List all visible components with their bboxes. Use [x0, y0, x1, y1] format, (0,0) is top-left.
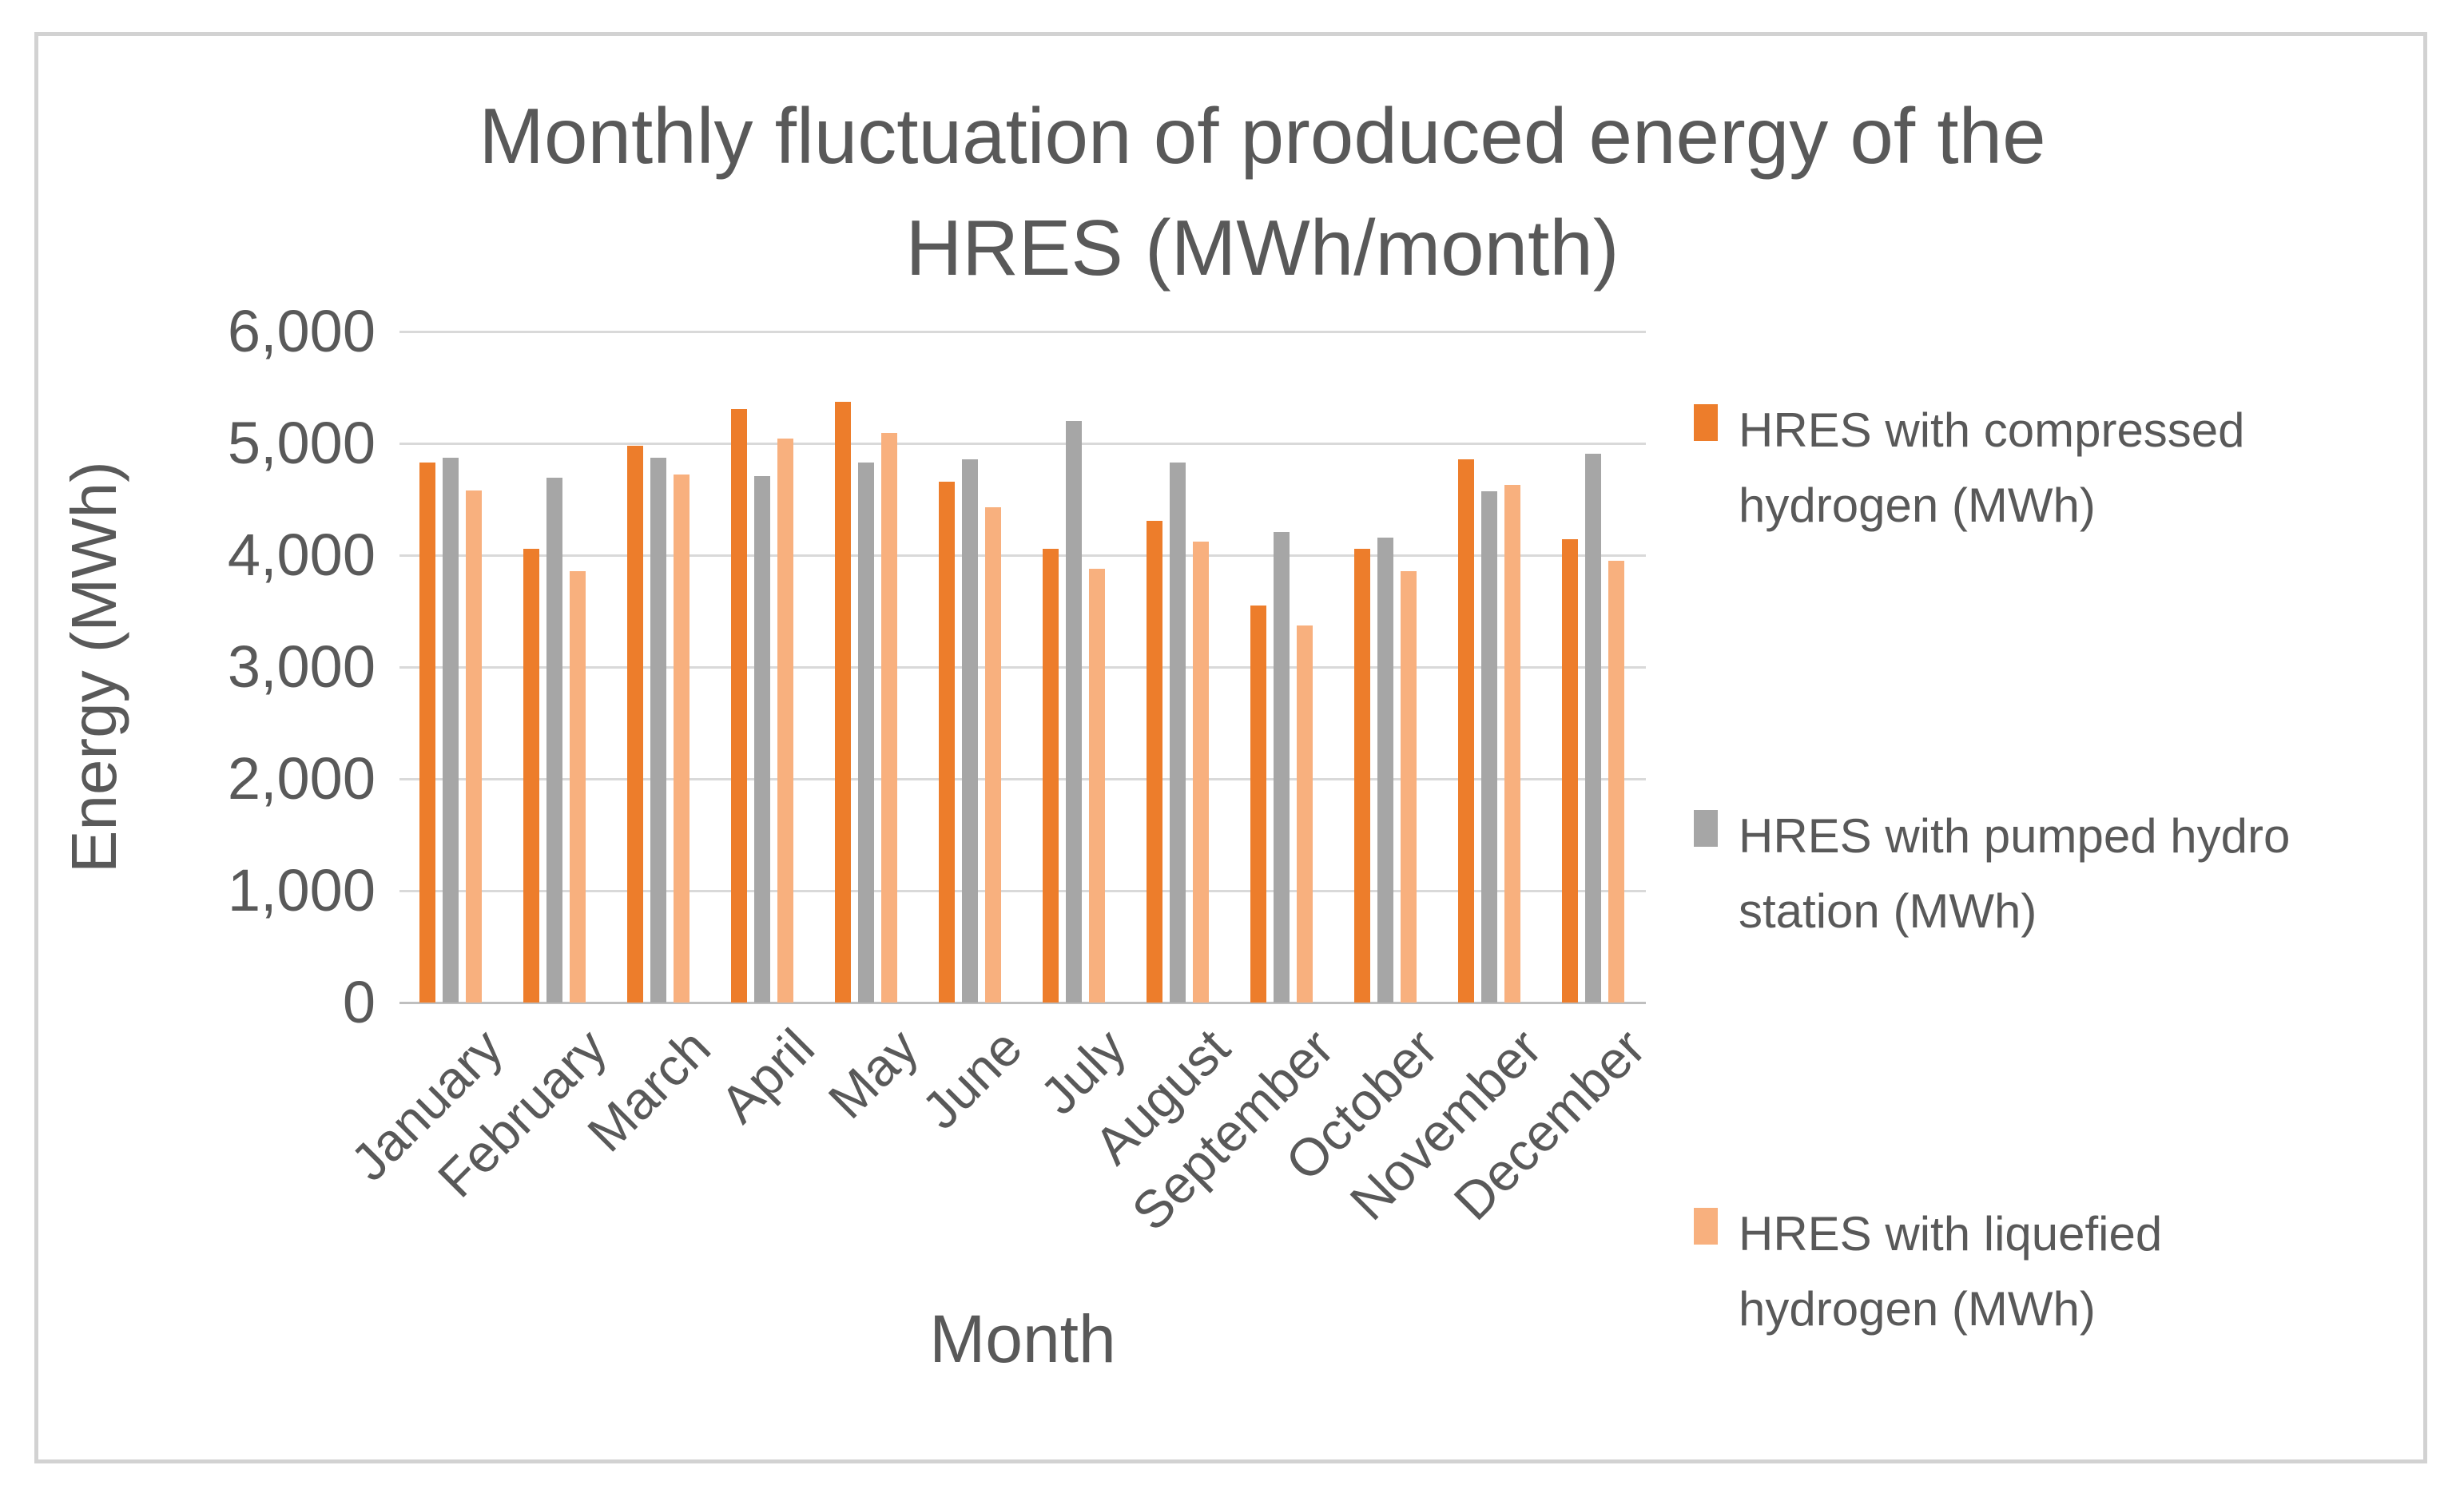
gridline: [399, 890, 1646, 892]
bar-march-series2: [650, 458, 666, 1003]
bar-february-series3: [570, 570, 586, 1003]
bar-june-series2: [962, 459, 978, 1003]
bar-september-series2: [1274, 531, 1290, 1003]
legend-label-line: HRES with liquefied: [1739, 1207, 2163, 1261]
bar-october-series1: [1354, 548, 1370, 1003]
legend-label-line: hydrogen (MWh): [1739, 1282, 2096, 1336]
bar-december-series3: [1608, 561, 1624, 1003]
gridline: [399, 778, 1646, 780]
bar-march-series1: [627, 445, 643, 1003]
bar-april-series1: [731, 408, 747, 1003]
y-tick-label: 3,000: [227, 633, 376, 700]
bar-november-series3: [1504, 484, 1520, 1003]
y-tick-label: 6,000: [227, 298, 376, 364]
x-axis-line: [399, 1002, 1646, 1004]
legend-label-line: HRES with pumped hydro: [1739, 809, 2291, 863]
legend-swatch-icon: [1694, 404, 1718, 441]
bar-july-series1: [1043, 548, 1059, 1003]
bar-december-series1: [1562, 539, 1578, 1003]
bar-january-series1: [419, 462, 435, 1003]
chart-title-line-1: Monthly fluctuation of produced energy o…: [479, 92, 2046, 180]
gridline: [399, 443, 1646, 445]
bar-march-series3: [674, 475, 690, 1003]
bar-september-series1: [1250, 606, 1266, 1003]
chart-title: Monthly fluctuation of produced energy o…: [276, 80, 2249, 304]
bar-november-series1: [1458, 459, 1474, 1003]
legend-item-series1: HRES with compressed hydrogen (MWh): [1694, 393, 2245, 543]
bar-december-series2: [1585, 453, 1601, 1003]
bar-september-series3: [1297, 625, 1313, 1003]
bar-january-series3: [466, 490, 482, 1003]
legend-swatch-icon: [1694, 1208, 1718, 1245]
legend-label-line: station (MWh): [1739, 884, 2037, 938]
chart-title-line-2: HRES (MWh/month): [905, 204, 1619, 292]
bar-may-series1: [835, 402, 851, 1003]
bar-january-series2: [443, 458, 459, 1003]
bar-april-series3: [777, 439, 793, 1003]
y-tick-label: 0: [342, 969, 376, 1035]
bar-october-series3: [1401, 570, 1417, 1003]
gridline: [399, 554, 1646, 557]
x-axis-title: Month: [929, 1301, 1116, 1376]
gridline: [399, 666, 1646, 669]
bar-august-series2: [1170, 462, 1186, 1003]
y-tick-label: 1,000: [227, 857, 376, 923]
bar-may-series3: [881, 433, 897, 1003]
legend-swatch-icon: [1694, 810, 1718, 847]
legend-label: HRES with compressed hydrogen (MWh): [1739, 393, 2245, 543]
legend-label: HRES with pumped hydro station (MWh): [1739, 799, 2290, 949]
bar-may-series2: [858, 462, 874, 1003]
legend-label-line: HRES with compressed: [1739, 403, 2245, 457]
bar-july-series3: [1089, 568, 1105, 1003]
bar-july-series2: [1066, 421, 1082, 1003]
bar-november-series2: [1481, 491, 1497, 1003]
bar-october-series2: [1377, 537, 1393, 1003]
legend-item-series2: HRES with pumped hydro station (MWh): [1694, 799, 2290, 949]
bar-february-series1: [523, 548, 539, 1003]
bar-august-series3: [1193, 542, 1209, 1003]
y-tick-label: 5,000: [227, 410, 376, 476]
bar-february-series2: [546, 478, 562, 1003]
legend-label: HRES with liquefied hydrogen (MWh): [1739, 1197, 2162, 1347]
gridline: [399, 331, 1646, 333]
y-tick-label: 4,000: [227, 522, 376, 588]
bar-august-series1: [1147, 520, 1162, 1003]
plot-area: [399, 331, 1646, 1004]
bar-june-series3: [985, 506, 1001, 1003]
bar-april-series2: [754, 475, 770, 1003]
legend-item-series3: HRES with liquefied hydrogen (MWh): [1694, 1197, 2162, 1347]
legend-label-line: hydrogen (MWh): [1739, 479, 2096, 532]
y-tick-label: 2,000: [227, 745, 376, 812]
bar-june-series1: [939, 481, 955, 1003]
